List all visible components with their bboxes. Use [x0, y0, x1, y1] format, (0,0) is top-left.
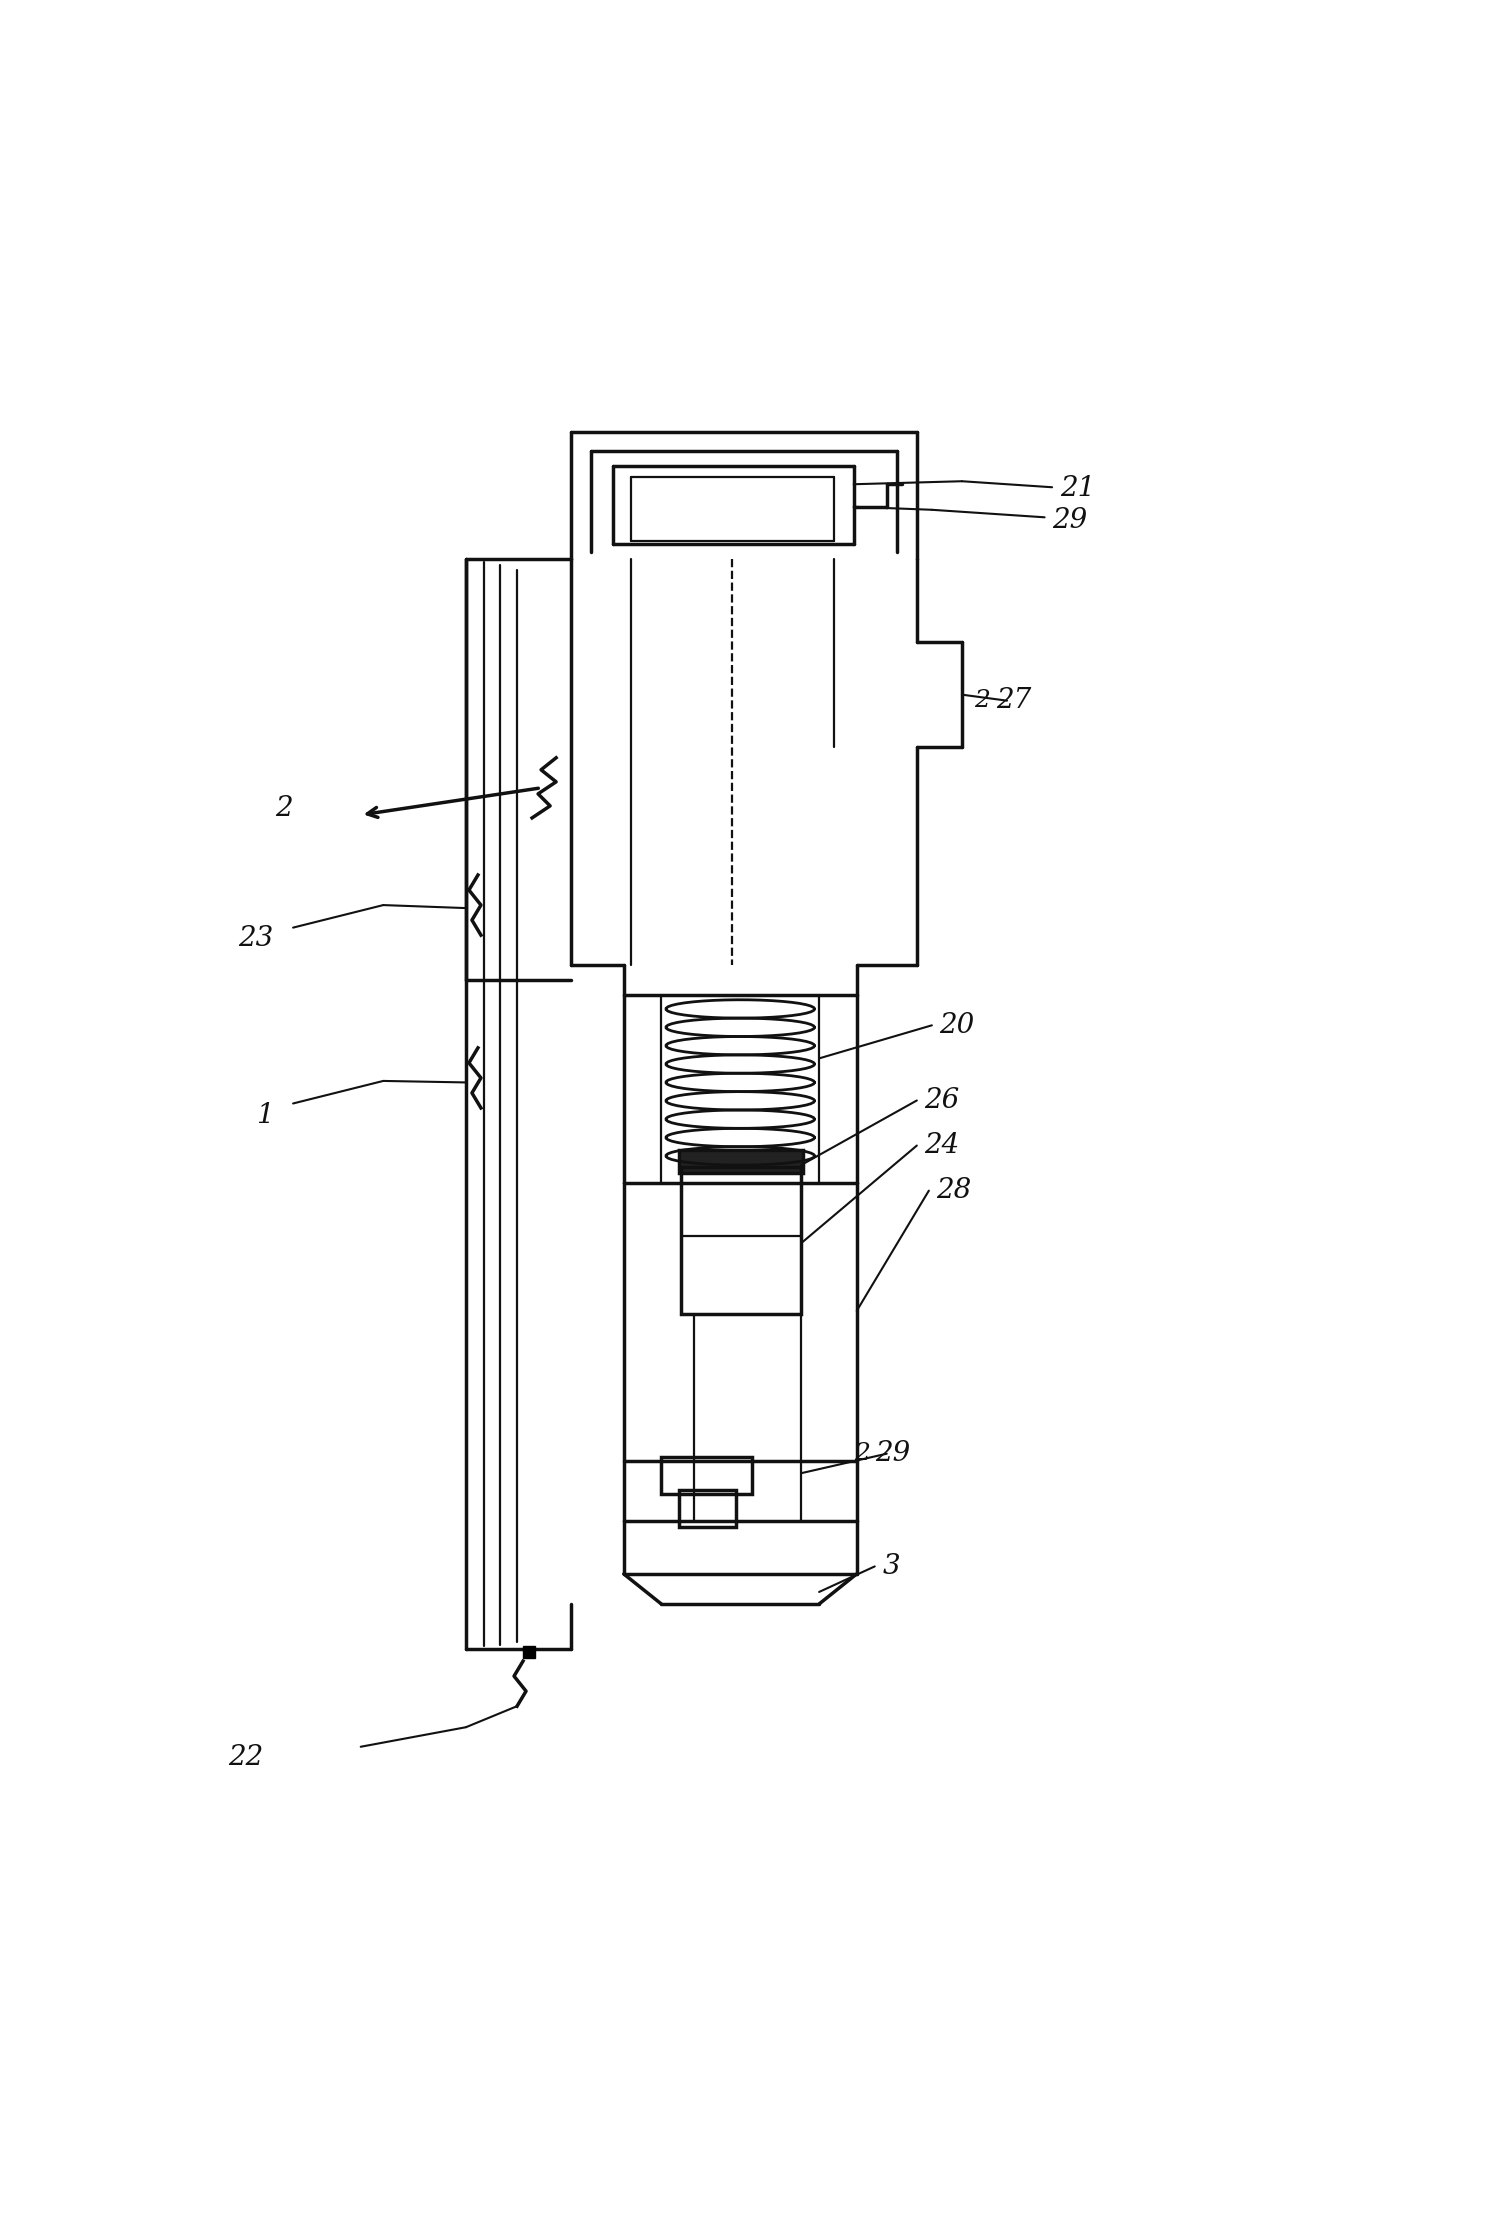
- Text: 28: 28: [936, 1178, 971, 1205]
- Text: 22: 22: [228, 1745, 263, 1771]
- Text: 24: 24: [924, 1131, 959, 1160]
- Text: 2: 2: [854, 1441, 870, 1466]
- Text: 2: 2: [275, 796, 293, 823]
- Text: 21: 21: [1060, 475, 1094, 502]
- Text: 3: 3: [882, 1553, 900, 1580]
- Text: 2: 2: [974, 689, 990, 712]
- Text: 26: 26: [924, 1086, 959, 1113]
- Text: 23: 23: [239, 924, 274, 953]
- Bar: [661, 1457, 752, 1495]
- Text: 27: 27: [996, 687, 1031, 714]
- Bar: [681, 1167, 801, 1314]
- Text: 1: 1: [256, 1102, 274, 1129]
- Text: 20: 20: [939, 1013, 974, 1040]
- Bar: [679, 1149, 803, 1174]
- Bar: [679, 1490, 736, 1528]
- Text: 29: 29: [875, 1441, 909, 1468]
- Text: 29: 29: [1052, 506, 1087, 533]
